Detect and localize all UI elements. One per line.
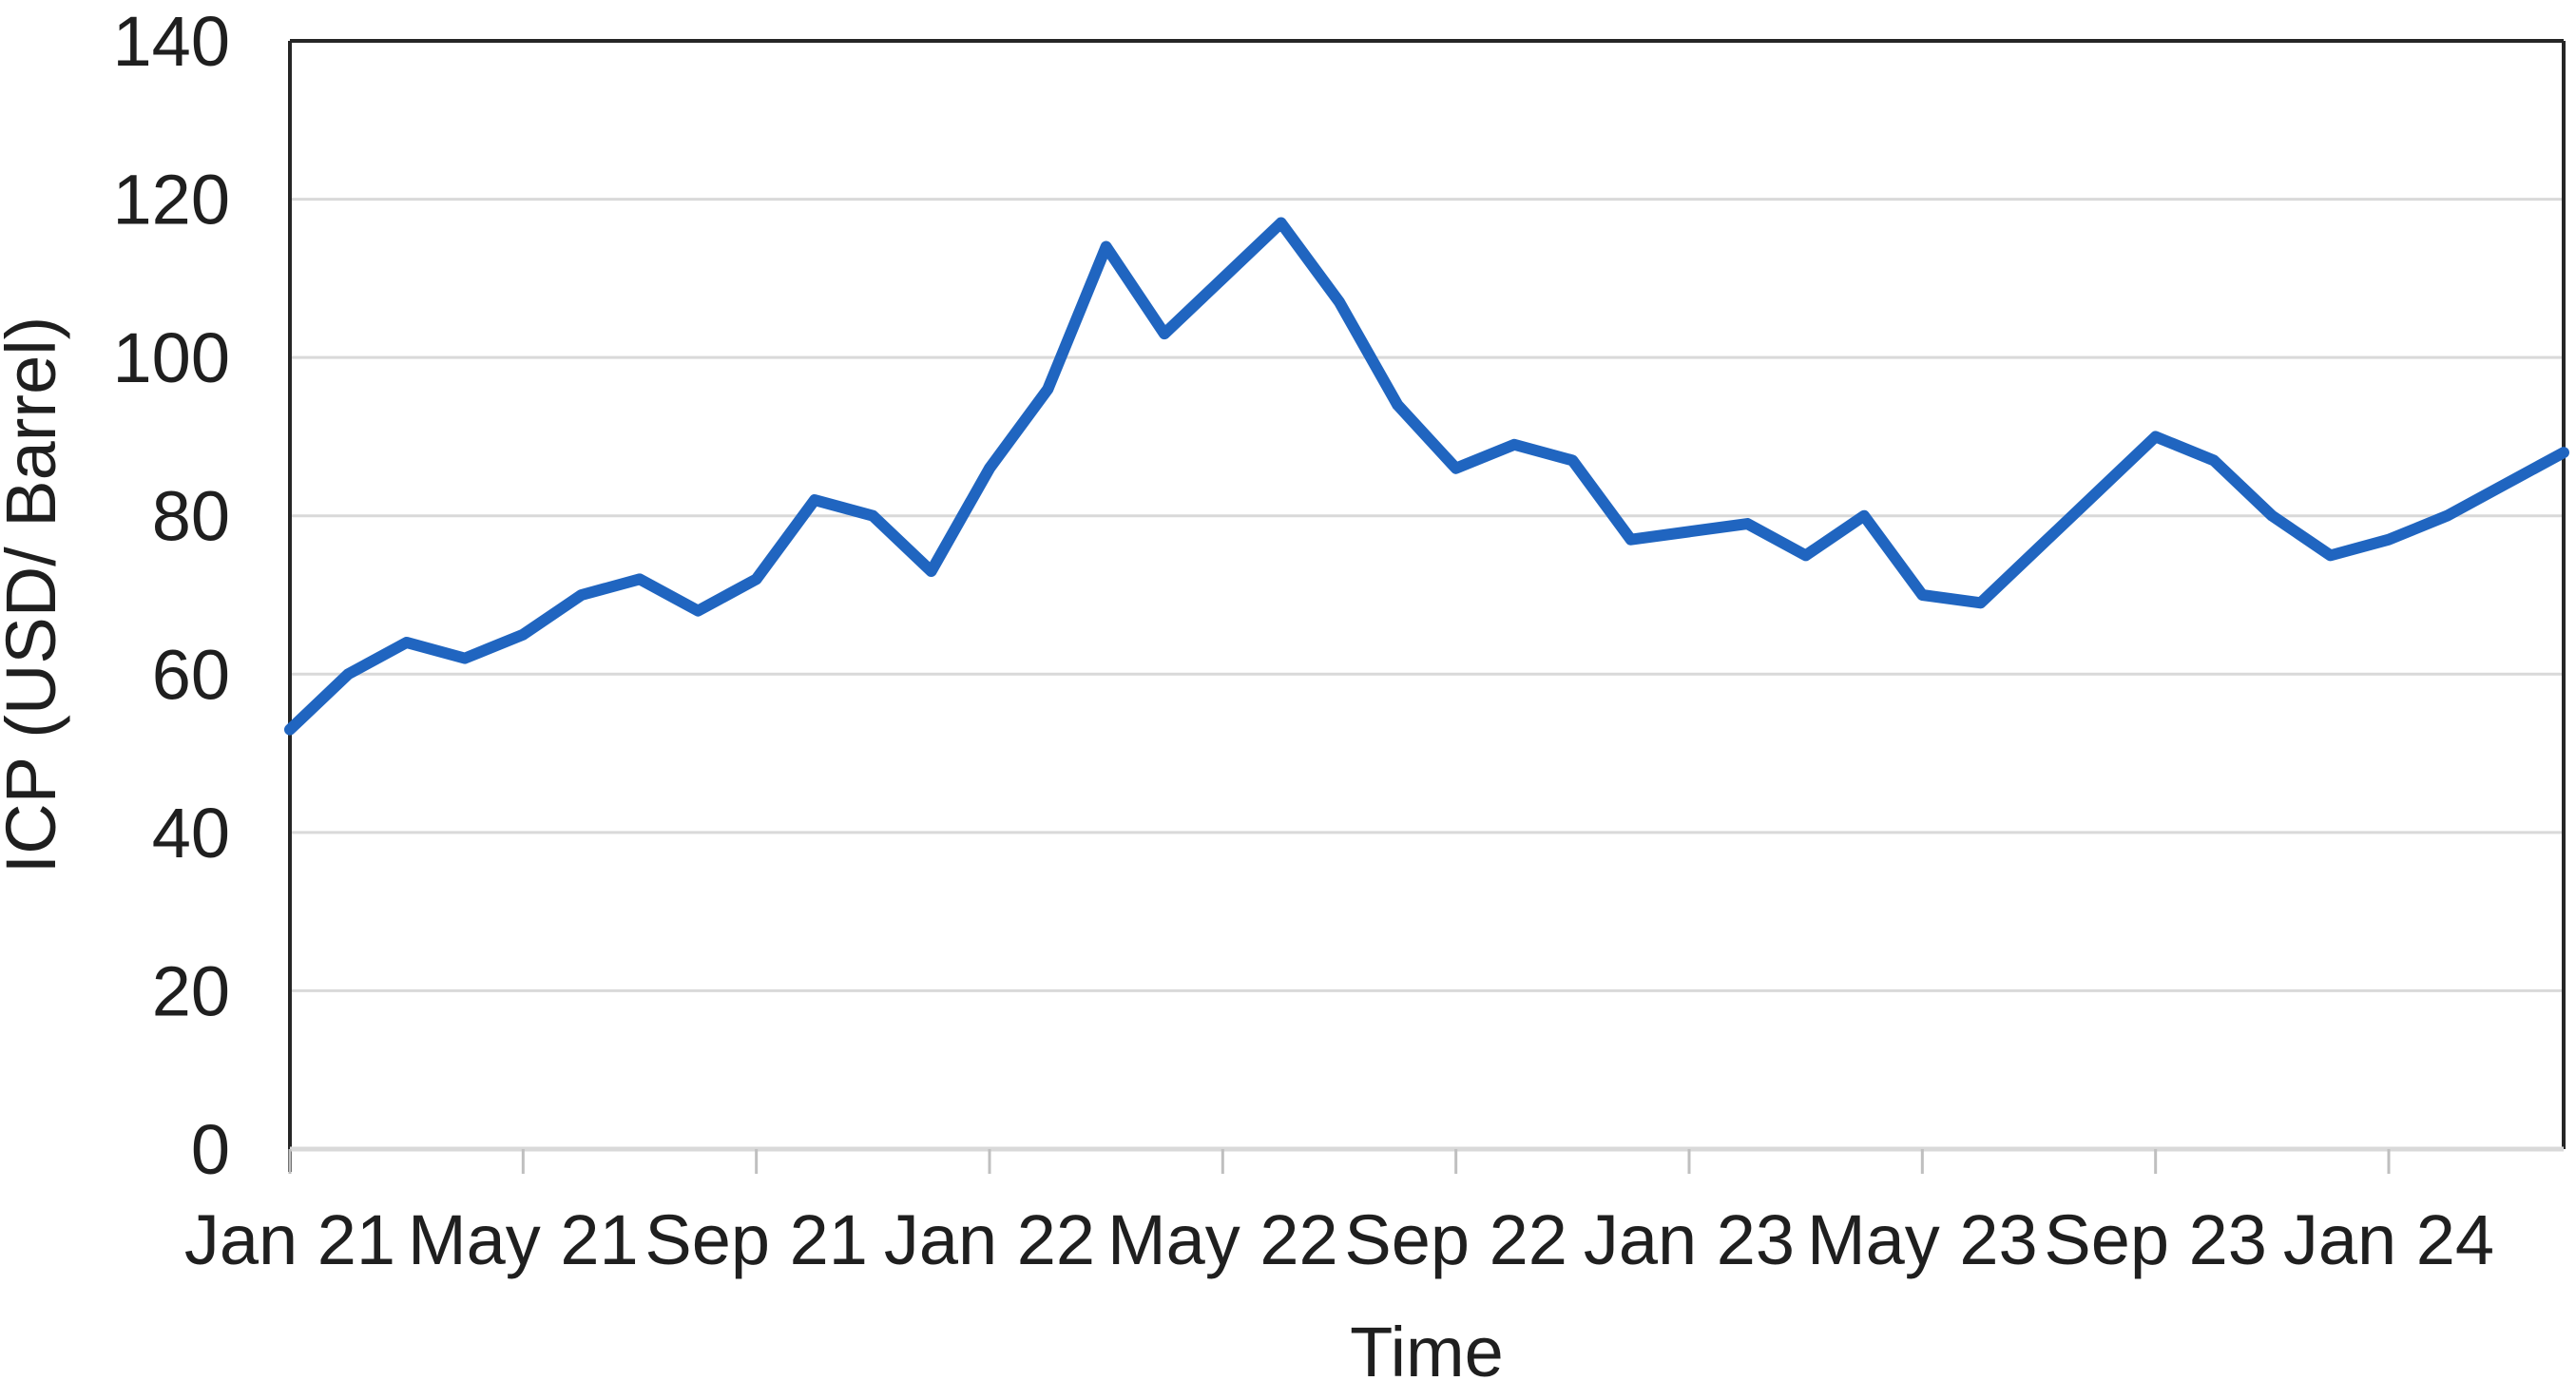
y-tick-label: 140: [113, 2, 230, 81]
x-tick-label: Sep 22: [1344, 1200, 1567, 1279]
x-tick-label: Jan 21: [184, 1200, 395, 1279]
y-tick-label: 20: [152, 951, 230, 1030]
x-tick-label: May 22: [1107, 1200, 1338, 1279]
y-tick-label: 0: [191, 1110, 230, 1189]
axes: [288, 39, 2566, 1172]
y-tick-label: 40: [152, 794, 230, 873]
y-tick-label: 60: [152, 635, 230, 714]
x-tick-label: May 23: [1807, 1200, 2038, 1279]
y-axis-title: ICP (USD/ Barrel): [0, 316, 70, 874]
y-tick-labels: 0 20 40 60 80 100 120 140: [113, 2, 230, 1189]
x-tick-label: Sep 23: [2044, 1200, 2267, 1279]
y-tick-label: 100: [113, 318, 230, 397]
tick-marks: [288, 1149, 2391, 1174]
x-tick-label: Jan 22: [884, 1200, 1095, 1279]
x-tick-label: Sep 21: [644, 1200, 868, 1279]
x-tick-label: Jan 24: [2283, 1200, 2494, 1279]
x-tick-label: May 21: [408, 1200, 639, 1279]
y-tick-label: 120: [113, 161, 230, 240]
x-axis-title: Time: [1350, 1313, 1504, 1391]
y-tick-label: 80: [152, 477, 230, 556]
icp-line-series: [284, 217, 2569, 736]
x-tick-label: Jan 23: [1584, 1200, 1795, 1279]
x-tick-labels: Jan 21 May 21 Sep 21 Jan 22 May 22 Sep 22 Jan …: [184, 1200, 2494, 1279]
gridlines: [290, 198, 2564, 992]
